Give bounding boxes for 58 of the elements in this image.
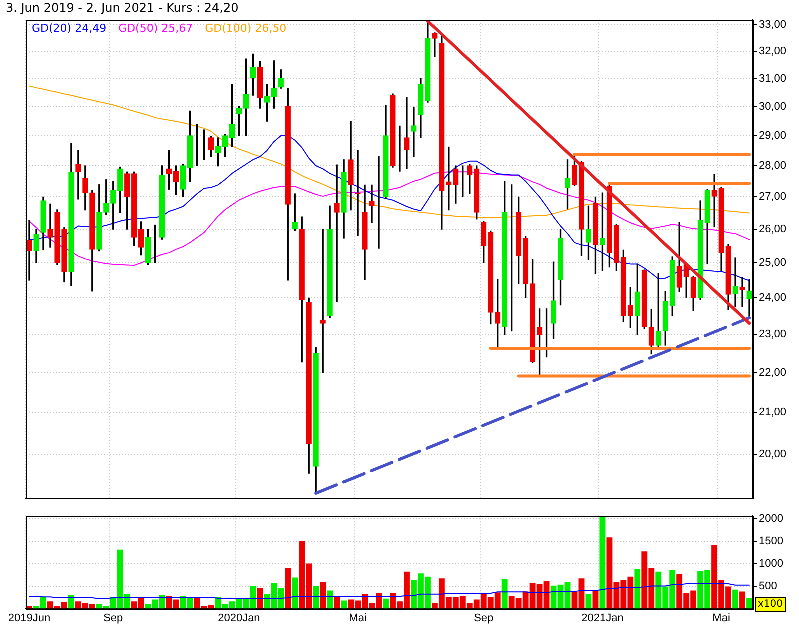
candlestick <box>411 107 417 158</box>
bar <box>634 569 641 609</box>
text: GD(50) 25,67 <box>118 22 194 35</box>
bar <box>502 580 508 609</box>
x-tick-label: 2019Jun <box>8 612 51 624</box>
y-tick-label: 22,00 <box>759 366 787 379</box>
y-tick-label: 1000 <box>759 558 784 570</box>
candlestick <box>404 97 410 170</box>
candlestick <box>432 32 438 58</box>
y-tick-label: 30,00 <box>759 100 787 113</box>
bar <box>341 600 348 609</box>
y-tick-label: 24,00 <box>759 292 787 304</box>
candlestick <box>48 204 54 248</box>
x-tick-label: Sep <box>474 612 494 624</box>
x-tick-label: 2021Jan <box>582 612 624 624</box>
y-tick-label: 23,00 <box>759 328 787 341</box>
text: GD(20) 24,49 <box>32 22 107 35</box>
y-tick-label: 21,00 <box>759 406 787 419</box>
bar <box>732 590 738 609</box>
x-tick-label: Mai <box>349 612 367 624</box>
y-tick-label: 20,00 <box>759 448 787 460</box>
bar <box>320 582 326 609</box>
chart-title: 3. Jun 2019 - 2. Jun 2021 - Kurs : 24,20 <box>6 1 239 15</box>
x-tick-label: 2020Jan <box>218 612 260 624</box>
bar <box>334 596 340 609</box>
y-tick-label: 1500 <box>759 535 784 548</box>
y-tick-label: 28,00 <box>759 160 787 172</box>
y-tick-label: 33,00 <box>759 19 787 32</box>
bar <box>257 588 264 609</box>
bar <box>285 568 292 609</box>
bar <box>68 595 74 609</box>
bar <box>292 578 298 609</box>
bar <box>586 594 592 609</box>
bar <box>327 590 334 609</box>
candlestick <box>712 174 718 228</box>
y-tick-label: 2000 <box>759 512 784 525</box>
candlestick <box>369 184 375 224</box>
y-tick-label: 26,00 <box>759 224 787 236</box>
bar <box>313 586 320 609</box>
y-tick-label: 500 <box>759 580 778 592</box>
x-tick-label: Mai <box>712 612 730 624</box>
candlestick <box>740 277 746 308</box>
y-tick-label: 25,00 <box>759 257 787 270</box>
y-tick-label: 27,00 <box>759 191 787 204</box>
y-tick-label: 32,00 <box>759 46 787 58</box>
bar <box>600 516 606 609</box>
bar <box>746 598 752 609</box>
x-tick-label: Sep <box>104 612 124 624</box>
bar <box>592 590 599 609</box>
y-tick-label: 31,00 <box>759 72 787 85</box>
text: x100 <box>755 596 786 612</box>
y-tick-label: 29,00 <box>759 130 787 142</box>
candlestick <box>732 258 738 308</box>
bar <box>740 592 746 609</box>
bar <box>383 598 389 609</box>
candlestick <box>334 164 340 302</box>
text: GD(100) 26,50 <box>205 22 287 35</box>
candlestick <box>76 150 82 200</box>
